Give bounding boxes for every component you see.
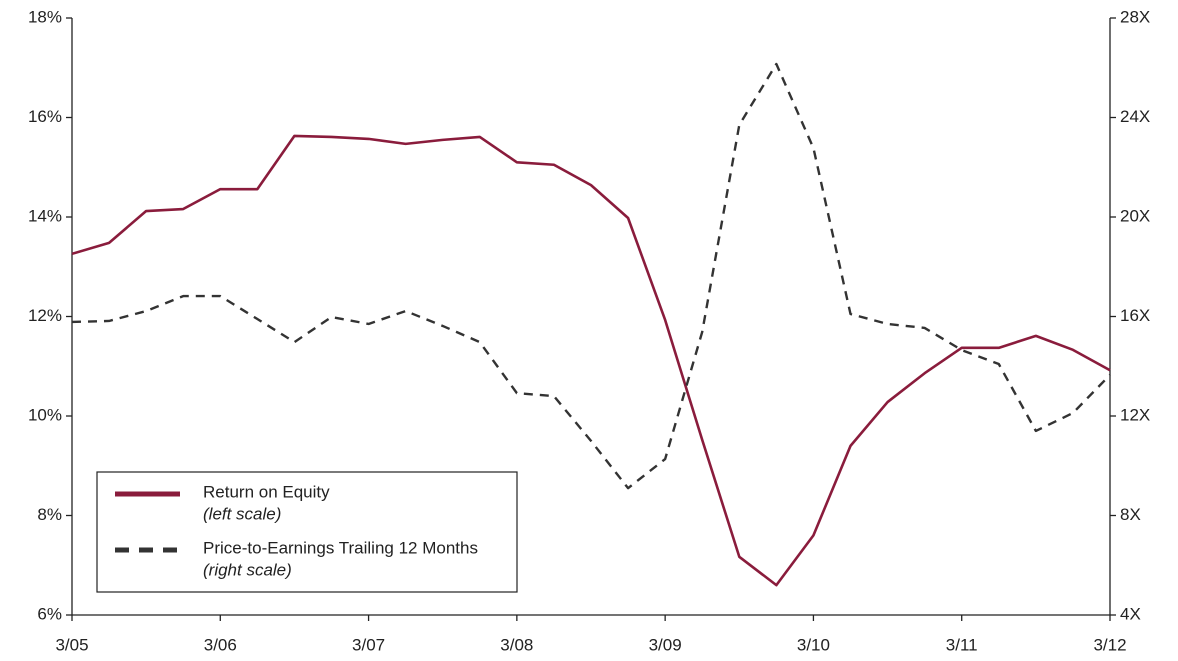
y2-tick-label: 16X bbox=[1120, 306, 1150, 325]
legend-label: Return on Equity bbox=[203, 482, 330, 501]
x-tick-label: 3/09 bbox=[649, 635, 682, 654]
x-tick-label: 3/05 bbox=[55, 635, 88, 654]
y2-tick-label: 28X bbox=[1120, 7, 1150, 26]
y-tick-label: 18% bbox=[28, 7, 62, 26]
x-tick-label: 3/12 bbox=[1093, 635, 1126, 654]
y-tick-label: 6% bbox=[37, 604, 62, 623]
y-tick-label: 10% bbox=[28, 405, 62, 424]
series-line bbox=[71, 134, 1111, 587]
x-tick-label: 3/10 bbox=[797, 635, 830, 654]
x-tick-label: 3/07 bbox=[352, 635, 385, 654]
y-tick-label: 16% bbox=[28, 107, 62, 126]
legend-note: (right scale) bbox=[203, 560, 292, 579]
x-tick-label: 3/06 bbox=[204, 635, 237, 654]
legend-label: Price-to-Earnings Trailing 12 Months bbox=[203, 538, 478, 557]
y2-tick-label: 12X bbox=[1120, 405, 1150, 424]
y2-tick-label: 20X bbox=[1120, 206, 1150, 225]
y2-tick-label: 4X bbox=[1120, 604, 1141, 623]
series-line bbox=[71, 62, 1111, 490]
legend-note: (left scale) bbox=[203, 504, 281, 523]
y-tick-label: 8% bbox=[37, 505, 62, 524]
x-tick-label: 3/11 bbox=[946, 635, 978, 654]
y-tick-label: 14% bbox=[28, 206, 62, 225]
y2-tick-label: 24X bbox=[1120, 107, 1150, 126]
x-tick-label: 3/08 bbox=[500, 635, 533, 654]
y-tick-label: 12% bbox=[28, 306, 62, 325]
y2-tick-label: 8X bbox=[1120, 505, 1141, 524]
